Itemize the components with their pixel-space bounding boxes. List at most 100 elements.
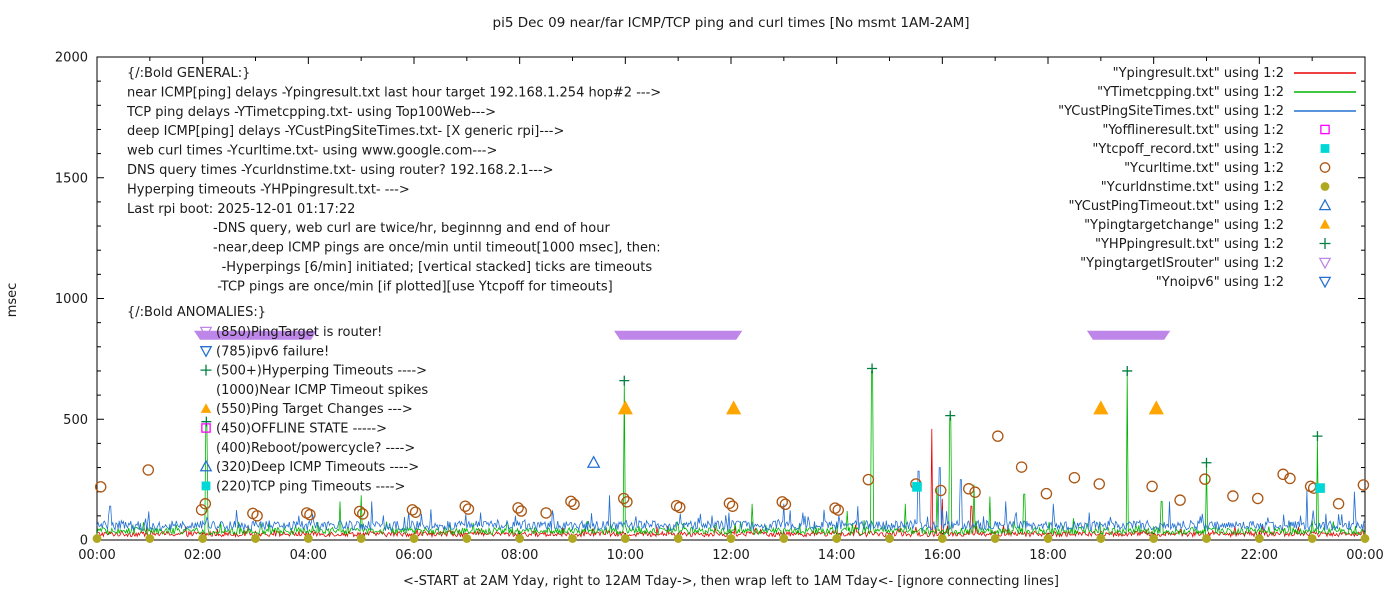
circle-open-marker: [142, 464, 154, 476]
anomaly-note-line: (400)Reboot/powercycle? ---->: [216, 441, 415, 456]
triangle-down-open-marker: [1318, 257, 1332, 270]
data-series-layer: [92, 330, 1370, 543]
general-note-line: near ICMP[ping] delays -Ypingresult.txt …: [127, 85, 661, 100]
series-scatter-YCustPingTimeout.txt: [586, 455, 601, 468]
plus-marker: [1319, 238, 1331, 249]
series-line-YCustPingSiteTimes.txt: [96, 467, 1366, 532]
y-tick-label: 500: [63, 413, 88, 428]
plus-marker: [619, 375, 630, 386]
circle-filled-marker: [515, 534, 525, 543]
circle-open-marker: [512, 502, 524, 514]
general-note-line: deep ICMP[ping] delays -YCustPingSiteTim…: [127, 124, 564, 139]
anomalies-header: {/:Bold ANOMALIES:}: [127, 305, 266, 320]
triangle-up-open-marker: [1318, 198, 1332, 211]
legend-label: "YCustPingSiteTimes.txt" using 1:2: [1058, 104, 1284, 119]
circle-open-marker: [540, 507, 552, 519]
legend-layer: "Ypingresult.txt" using 1:2 "YTimetcpping…: [1058, 66, 1356, 290]
circle-filled-marker: [937, 534, 947, 543]
legend-item: "Ytcpoff_record.txt" using 1:2: [1092, 142, 1330, 157]
x-tick-label: 20:00: [1135, 548, 1172, 563]
pingtarget-router-band: [194, 330, 317, 340]
legend-label: "YHPpingresult.txt" using 1:2: [1095, 237, 1284, 252]
x-tick-label: 12:00: [712, 548, 749, 563]
legend-item: "YCustPingTimeout.txt" using 1:2: [1069, 198, 1332, 214]
y-axis-label: msec: [5, 283, 20, 318]
circle-filled-marker: [303, 534, 313, 543]
circle-open-marker: [1093, 478, 1105, 490]
circle-open-marker: [832, 504, 845, 516]
circle-filled-marker: [1149, 534, 1159, 543]
circle-open-marker: [251, 510, 263, 522]
circle-open-marker: [1227, 490, 1239, 502]
circle-open-marker: [1251, 492, 1264, 505]
circle-open-marker: [969, 486, 981, 498]
circle-open-marker: [726, 500, 739, 512]
circle-open-marker: [723, 497, 736, 510]
circle-open-marker: [1199, 473, 1211, 485]
circle-open-marker: [1319, 162, 1331, 173]
triangle-down-open-marker: [1318, 276, 1332, 289]
legend-label: "Ynoipv6" using 1:2: [1156, 275, 1284, 290]
legend-label: "Ypingtargetchange" using 1:2: [1084, 218, 1284, 233]
circle-filled-marker: [990, 534, 1000, 543]
circle-open-marker: [515, 505, 528, 517]
anomaly-note-line: (320)Deep ICMP Timeouts ---->: [216, 460, 419, 475]
circle-open-marker: [199, 498, 212, 510]
circle-open-marker: [617, 492, 630, 505]
legend-item: "YHPpingresult.txt" using 1:2: [1095, 237, 1331, 252]
circle-filled-marker: [1254, 534, 1264, 543]
circle-filled-marker: [885, 534, 894, 543]
triangle-up-filled-marker: [1148, 400, 1164, 415]
circle-open-marker: [459, 500, 471, 512]
anomaly-note-line: (1000)Near ICMP Timeout spikes: [216, 383, 428, 398]
circle-open-marker: [195, 504, 208, 516]
line-YCustPingSiteTimes.txt: [96, 467, 1366, 532]
circle-filled-marker: [673, 534, 683, 543]
circle-open-marker: [963, 483, 975, 495]
circle-filled-marker: [251, 534, 260, 543]
pingtarget-router-band: [1086, 330, 1171, 340]
circle-open-marker: [1284, 472, 1296, 485]
series-band-YpingtargetISrouter: [194, 330, 1171, 340]
triangle-up-filled-marker: [200, 403, 212, 413]
circle-open-marker: [1174, 494, 1186, 506]
legend-label: "Ycurldnstime.txt" using 1:2: [1101, 180, 1284, 195]
circle-filled-marker: [1096, 534, 1106, 543]
circle-open-marker: [776, 496, 788, 508]
anomaly-note-line: (550)Ping Target Changes --->: [216, 402, 413, 417]
plus-marker: [200, 364, 212, 376]
chart-title: pi5 Dec 09 near/far ICMP/TCP ping and cu…: [493, 15, 970, 31]
series-scatter-Ycurltime.txt: [94, 430, 1370, 522]
circle-filled-marker: [409, 534, 419, 543]
general-note-line: TCP ping delays -YTimetcpping.txt- using…: [126, 105, 496, 120]
annotations-layer: {/:Bold GENERAL:} near ICMP[ping] delays …: [126, 66, 661, 494]
x-tick-label: 06:00: [395, 548, 432, 563]
circle-open-marker: [992, 430, 1004, 442]
circle-filled-marker: [568, 534, 577, 543]
circle-open-marker: [1040, 487, 1053, 500]
general-note-line: web curl times -Ycurltime.txt- using www…: [127, 144, 497, 159]
y-tick-label: 1000: [55, 292, 88, 307]
x-tick-label: 00:00: [1346, 548, 1383, 563]
anomaly-note-line: (785)ipv6 failure!: [216, 344, 329, 359]
circle-open-marker: [409, 506, 422, 518]
x-tick-label: 02:00: [184, 548, 221, 563]
plus-marker: [867, 363, 878, 374]
circle-filled-marker: [198, 534, 208, 543]
circle-open-marker: [353, 505, 366, 518]
general-note-line: -DNS query, web curl are twice/hr, begin…: [213, 221, 610, 236]
legend-item: "YCustPingSiteTimes.txt" using 1:2: [1058, 104, 1356, 119]
legend-item: "YTimetcpping.txt" using 1:2: [1097, 85, 1356, 100]
legend-label: "Yofflineresult.txt" using 1:2: [1102, 123, 1284, 138]
anomaly-note-line: (220)TCP ping Timeouts ---->: [216, 479, 405, 494]
circle-open-marker: [568, 498, 580, 511]
triangle-down-open-marker: [199, 346, 213, 358]
y-tick-label: 2000: [55, 51, 88, 66]
circle-filled-marker: [145, 534, 155, 543]
circle-open-marker: [934, 484, 947, 497]
pingtarget-router-band: [614, 330, 743, 340]
circle-filled-marker: [726, 534, 736, 543]
triangle-down-open-marker: [199, 326, 213, 339]
legend-item: "YpingtargetISrouter" using 1:2: [1080, 256, 1332, 271]
